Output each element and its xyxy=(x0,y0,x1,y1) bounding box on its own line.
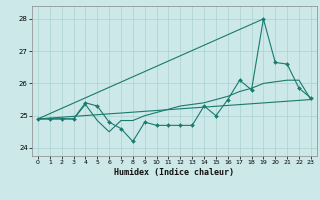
X-axis label: Humidex (Indice chaleur): Humidex (Indice chaleur) xyxy=(115,168,234,177)
